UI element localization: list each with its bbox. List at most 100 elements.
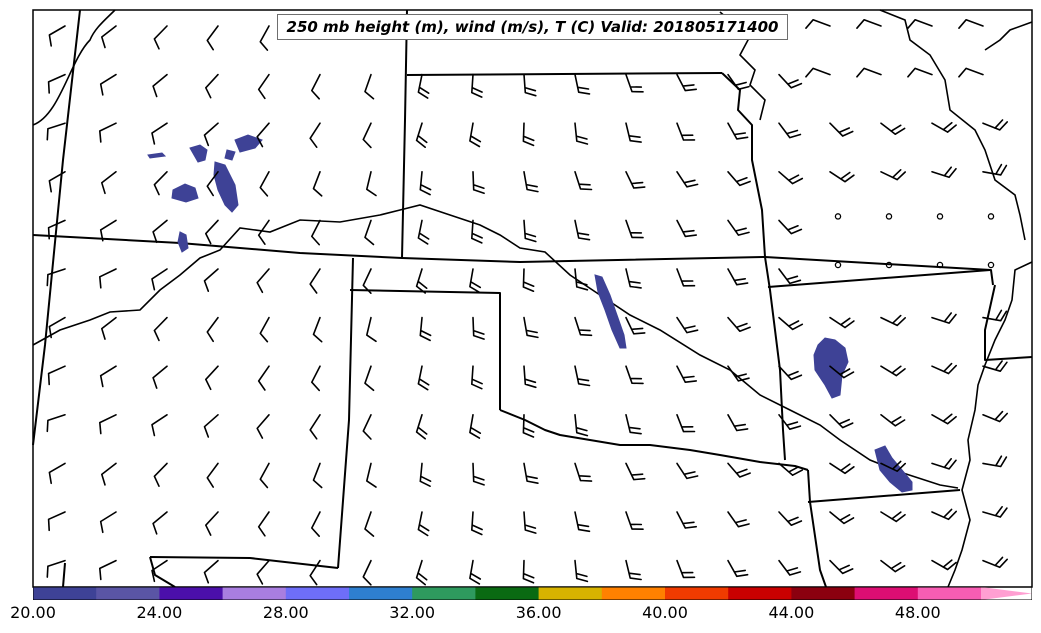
wind-barb	[574, 171, 593, 191]
colorbar	[33, 587, 1032, 600]
map-title: 250 mb height (m), wind (m/s), T (C) Val…	[277, 14, 788, 40]
wind-barb	[312, 171, 323, 197]
wind-barb	[727, 316, 751, 332]
wind-barb	[522, 268, 535, 292]
wind-barb	[101, 316, 117, 340]
wind-barb	[419, 462, 432, 487]
river	[879, 9, 1026, 241]
wind-barb	[778, 316, 804, 331]
state-border	[149, 556, 339, 569]
wind-barb	[205, 365, 219, 391]
wind-barb	[574, 268, 589, 291]
wind-barb	[523, 171, 539, 193]
wind-barb	[829, 316, 855, 329]
calm-wind-circle	[885, 213, 893, 220]
wind-barb	[778, 414, 802, 430]
colorbar-segment	[222, 587, 287, 600]
wind-barb	[676, 268, 696, 287]
wind-barb	[625, 559, 642, 581]
wind-barb	[469, 559, 482, 585]
colorbar-segment	[285, 587, 350, 600]
wind-barb	[931, 362, 957, 375]
calm-wind-circle	[885, 261, 893, 269]
wind-barb	[829, 414, 854, 429]
wind-barb	[206, 316, 219, 343]
wind-barb	[415, 559, 428, 586]
temperature-contour	[234, 134, 263, 153]
wind-barb	[982, 410, 1008, 423]
wind-barb	[523, 316, 539, 339]
wind-barb	[625, 462, 646, 481]
colorbar-segment	[412, 587, 476, 600]
colorbar-segment	[854, 587, 919, 600]
wind-barb	[856, 19, 882, 29]
wind-barb	[676, 365, 697, 383]
wind-barb	[257, 219, 270, 245]
wind-barb	[152, 511, 168, 535]
wind-barb	[676, 414, 696, 433]
wind-barb	[676, 511, 697, 529]
state-border	[62, 562, 66, 588]
wind-barb	[101, 171, 117, 195]
wind-barb	[625, 73, 644, 93]
wind-barb	[417, 219, 430, 245]
colorbar-tick-label: 32.00	[389, 603, 436, 622]
wind-barb	[99, 414, 117, 435]
wind-barb	[880, 169, 906, 181]
wind-barb	[472, 462, 485, 486]
river	[947, 261, 1033, 588]
wind-barb	[523, 462, 539, 484]
calm-wind-circle	[936, 261, 944, 269]
state-border	[149, 556, 176, 588]
wind-barb	[829, 559, 854, 575]
wind-barb	[522, 122, 535, 147]
wind-barb	[256, 122, 270, 148]
wind-barb	[982, 360, 1008, 372]
colorbar-segment	[159, 587, 224, 600]
wind-barb	[574, 73, 591, 95]
wind-barb	[471, 219, 483, 244]
wind-barb	[471, 73, 483, 98]
wind-barb	[48, 462, 66, 485]
wind-barb	[366, 316, 377, 343]
wind-barb	[982, 119, 1008, 131]
wind-barb	[153, 316, 168, 342]
colorbar-segment	[96, 587, 160, 600]
wind-barb	[99, 365, 117, 388]
wind-barb	[153, 462, 168, 487]
wind-barb	[982, 163, 1008, 176]
wind-barb	[625, 171, 646, 189]
colorbar-tick-label: 20.00	[10, 603, 56, 622]
wind-barb	[312, 316, 323, 343]
wind-barb	[47, 365, 66, 386]
wind-barb	[46, 559, 66, 578]
wind-barb	[676, 219, 697, 238]
wind-barb	[417, 365, 430, 391]
wind-barb	[99, 511, 117, 534]
wind-barb	[472, 171, 485, 195]
state-border	[807, 489, 961, 503]
wind-barb	[982, 455, 1008, 468]
wind-barb	[727, 122, 749, 140]
colorbar-tick-label: 24.00	[136, 603, 183, 622]
state-border	[401, 9, 408, 259]
state-borders	[32, 9, 1033, 588]
temperature-contour	[147, 152, 167, 159]
wind-barb	[152, 73, 168, 98]
map-frame	[32, 9, 1033, 588]
wind-barb	[727, 511, 750, 528]
wind-barb	[523, 73, 537, 97]
wind-barb	[574, 414, 589, 437]
state-border	[337, 257, 354, 569]
wind-barb	[856, 67, 882, 78]
wind-barb	[309, 414, 321, 440]
wind-barb	[203, 268, 219, 292]
temperature-contour	[224, 149, 236, 161]
wind-barb	[625, 219, 644, 239]
calm-wind-circle	[936, 213, 944, 220]
wind-barb	[259, 171, 270, 197]
wind-barb	[362, 122, 372, 149]
colorbar-segment	[475, 587, 540, 600]
wind-barb	[203, 122, 219, 147]
wind-barb	[469, 414, 482, 439]
